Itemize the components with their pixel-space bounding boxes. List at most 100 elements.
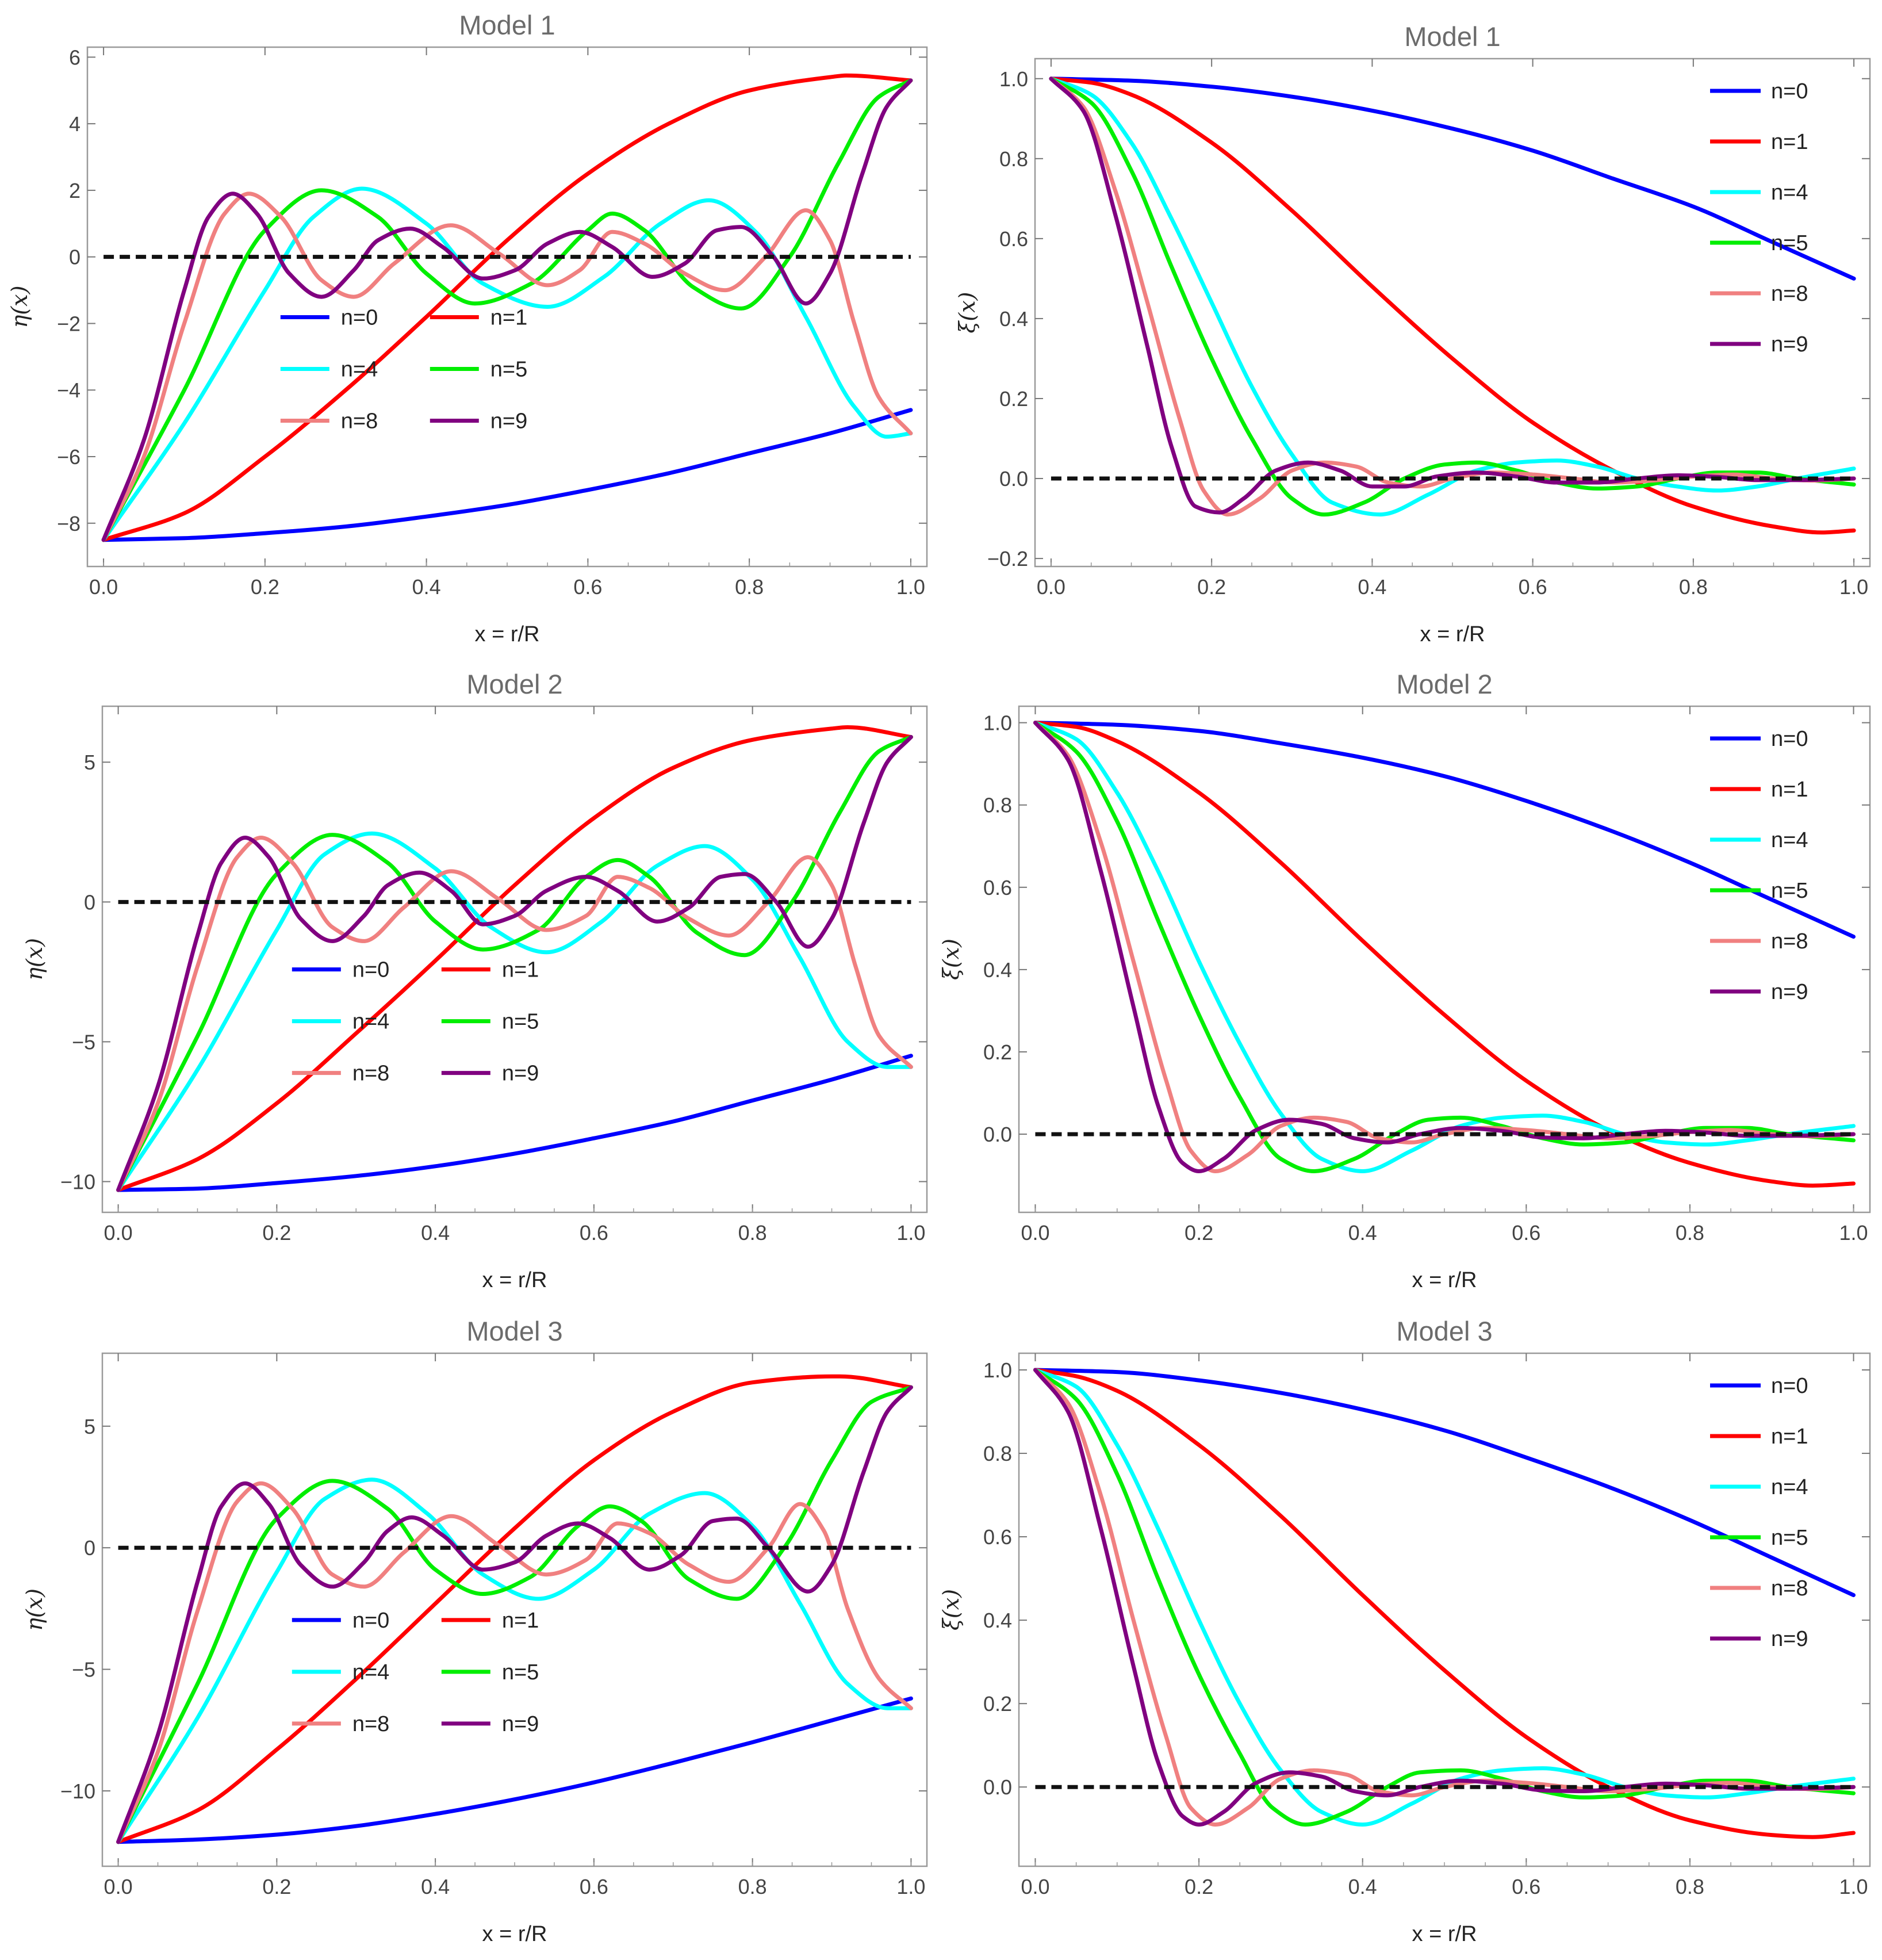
y-tick-label: −10 — [60, 1170, 95, 1194]
legend-label: n=5 — [502, 1010, 539, 1034]
legend-label: n=9 — [1771, 980, 1808, 1004]
x-tick-label: 0.4 — [421, 1875, 450, 1898]
legend-label: n=8 — [352, 1712, 389, 1736]
x-tick-label: 0.4 — [1358, 575, 1386, 599]
panel-eta-model-1: Model 1 0.0 0.2 0.4 0.6 0.8 1.0 −8 −6 −4 −2 0 2 4 6 x =… — [7, 10, 928, 646]
legend-label: n=4 — [1771, 1475, 1808, 1499]
legend-label: n=4 — [1771, 181, 1808, 205]
legend-label: n=9 — [502, 1712, 539, 1736]
series-line-n4 — [101, 186, 913, 542]
legend-label: n=0 — [341, 306, 378, 330]
y-tick-label: −6 — [57, 445, 81, 469]
x-tick-label: 0.2 — [1197, 575, 1226, 599]
x-tick-label: 1.0 — [896, 1875, 925, 1898]
x-tick-label: 1.0 — [1839, 1875, 1868, 1898]
x-axis-label: x = r/R — [482, 1268, 547, 1292]
plot-frame — [1034, 58, 1871, 568]
legend-label: n=5 — [1771, 879, 1808, 903]
x-tick-label: 0.8 — [1679, 575, 1708, 599]
y-tick-label: 0.8 — [983, 794, 1012, 817]
y-tick-label: 5 — [84, 751, 95, 774]
x-tick-label: 0.6 — [1512, 1221, 1540, 1245]
x-tick-label: 0.6 — [580, 1221, 608, 1245]
y-tick-label: 2 — [69, 179, 81, 202]
series-line-n9 — [1033, 1368, 1856, 1827]
series-line-n1 — [101, 73, 913, 542]
x-axis-label: x = r/R — [475, 622, 540, 646]
y-tick-label: 1.0 — [983, 1358, 1012, 1382]
series-line-n9 — [1049, 76, 1856, 515]
series-line-n4 — [116, 1477, 913, 1844]
x-axis-label: x = r/R — [482, 1922, 547, 1946]
series-line-n0 — [101, 408, 913, 542]
series-line-n4 — [1049, 76, 1856, 517]
y-tick-label: −8 — [57, 512, 81, 535]
y-tick-label: 0.2 — [999, 387, 1028, 411]
x-tick-label: 0.8 — [735, 575, 764, 599]
legend-label: n=5 — [502, 1660, 539, 1685]
chart-title: Model 3 — [466, 1316, 562, 1346]
x-tick-label: 0.8 — [1676, 1221, 1704, 1245]
x-tick-label: 0.4 — [412, 575, 441, 599]
y-tick-label: −4 — [57, 378, 81, 402]
x-tick-label: 0.2 — [251, 575, 279, 599]
legend-label: n=5 — [1771, 1526, 1808, 1550]
series-line-n0 — [116, 1696, 913, 1844]
x-tick-label: 0.0 — [1021, 1221, 1049, 1245]
legend-label: n=8 — [352, 1062, 389, 1086]
y-axis-label: ξ(x) — [938, 1589, 964, 1630]
series-line-n1 — [116, 1374, 913, 1844]
y-axis-label: ξ(x) — [938, 939, 964, 980]
y-tick-label: 1.0 — [983, 711, 1012, 735]
y-tick-label: 0.6 — [983, 876, 1012, 899]
x-tick-label: 0.6 — [1512, 1875, 1540, 1898]
x-tick-label: 1.0 — [896, 1221, 925, 1245]
legend-label: n=1 — [1771, 1425, 1808, 1449]
y-tick-label: 0.6 — [983, 1525, 1012, 1549]
panel-xi-model-2: Model 2 0.0 0.2 0.4 0.6 0.8 1.0 0.0 0.2 0.4 0.6 0.8… — [938, 669, 1871, 1292]
y-tick-label: 0.0 — [983, 1123, 1012, 1146]
legend-label: n=0 — [352, 1609, 389, 1633]
legend-label: n=4 — [341, 358, 378, 382]
x-tick-label: 0.6 — [1519, 575, 1547, 599]
panel-xi-model-1: Model 1 0.0 0.2 0.4 0.6 0.8 1.0 −0.2 0.0 0.2 0.4 0.… — [955, 21, 1871, 646]
x-tick-label: 0.8 — [738, 1875, 767, 1898]
x-tick-label: 1.0 — [1839, 575, 1868, 599]
y-tick-label: 0 — [84, 1536, 95, 1560]
y-axis-label: ξ(x) — [955, 292, 980, 333]
series-line-n8 — [116, 1481, 913, 1844]
legend-label: n=4 — [1771, 828, 1808, 852]
y-tick-label: 0.8 — [999, 147, 1028, 171]
panel-eta-model-3: Model 3 0.0 0.2 0.4 0.6 0.8 1.0 −10 −5 0 5 x = r/R η… — [22, 1316, 928, 1946]
x-tick-label: 0.2 — [1185, 1221, 1213, 1245]
series-line-n9 — [116, 735, 913, 1192]
x-axis-label: x = r/R — [1420, 622, 1485, 646]
y-axis-label: η(x) — [22, 1588, 47, 1631]
y-tick-label: 0 — [84, 890, 95, 914]
legend-label: n=8 — [1771, 929, 1808, 954]
x-tick-label: 0.4 — [421, 1221, 450, 1245]
chart-title: Model 3 — [1396, 1316, 1492, 1346]
legend-label: n=1 — [502, 1609, 539, 1633]
legend-label: n=1 — [1771, 130, 1808, 154]
legend-label: n=0 — [1771, 79, 1808, 104]
series-line-n1 — [1033, 721, 1856, 1188]
series-line-n0 — [1049, 76, 1856, 281]
y-tick-label: 0.4 — [983, 958, 1012, 982]
x-tick-label: 0.0 — [89, 575, 118, 599]
series-line-n4 — [1033, 1368, 1856, 1827]
y-tick-label: 0 — [69, 246, 81, 269]
x-tick-label: 0.2 — [262, 1221, 291, 1245]
x-tick-label: 0.8 — [738, 1221, 767, 1245]
legend-label: n=0 — [352, 958, 389, 982]
x-tick-label: 0.4 — [1348, 1221, 1377, 1245]
y-tick-label: 5 — [84, 1415, 95, 1438]
legend-label: n=9 — [1771, 1627, 1808, 1651]
y-tick-label: 0.4 — [983, 1609, 1012, 1632]
y-axis-label: η(x) — [22, 938, 47, 981]
series-line-n4 — [1033, 721, 1856, 1173]
x-tick-label: 0.0 — [1021, 1875, 1049, 1898]
y-tick-label: 0.0 — [999, 467, 1028, 491]
series-line-n1 — [1033, 1368, 1856, 1839]
